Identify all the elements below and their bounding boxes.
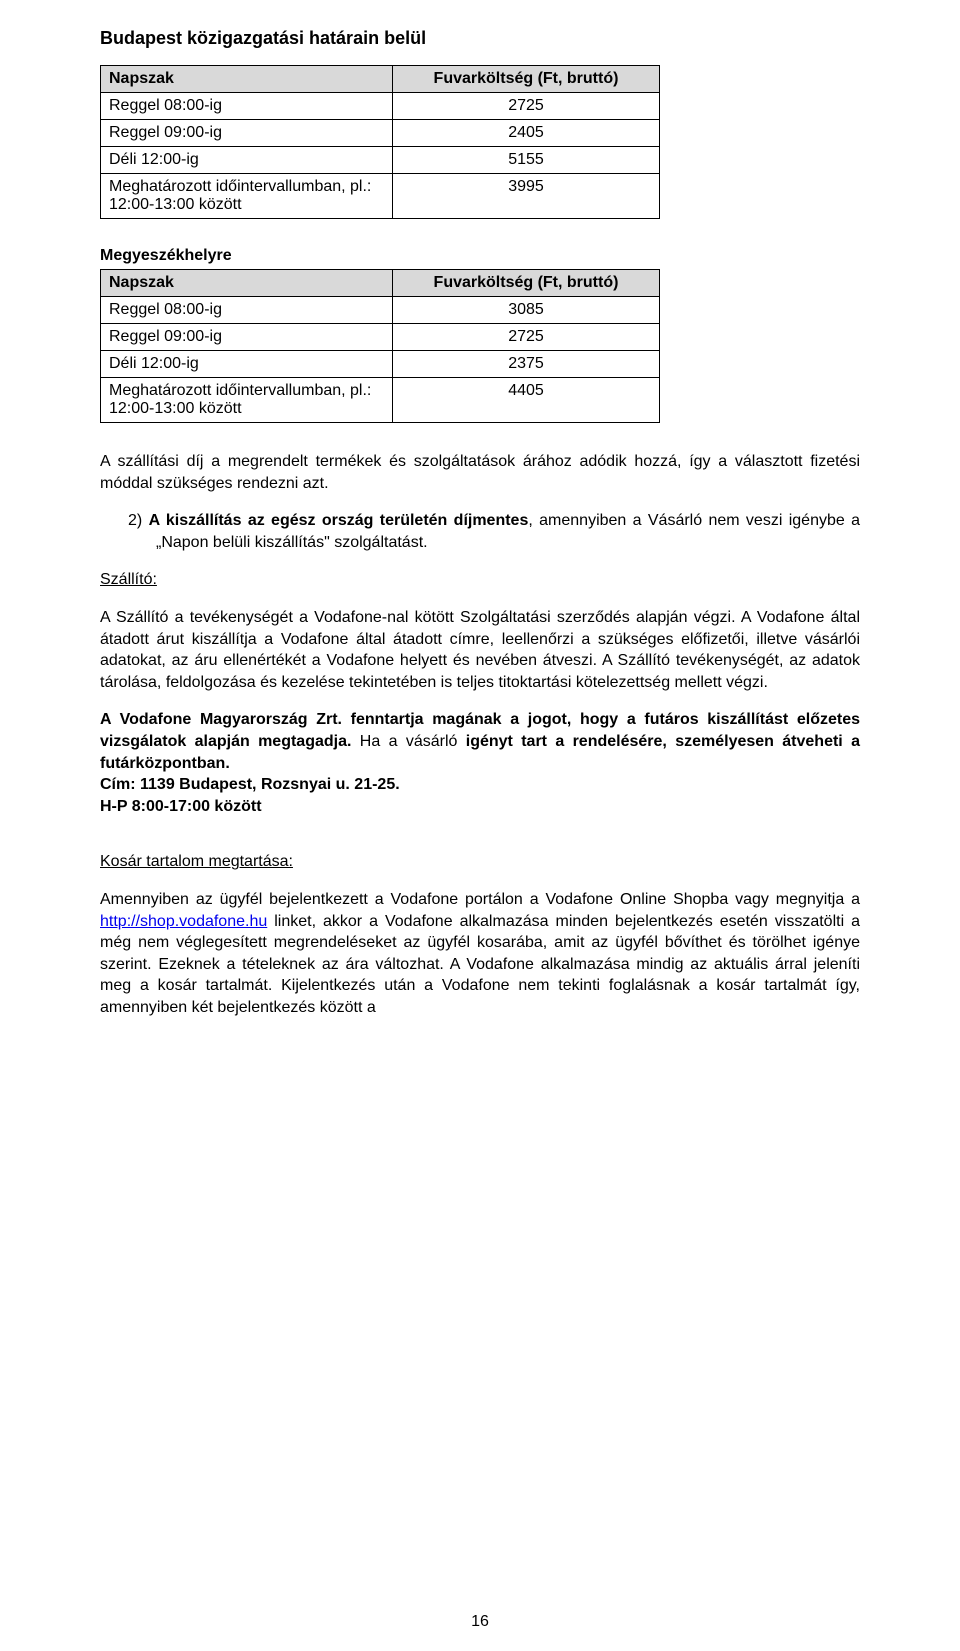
heading-szallito: Szállító: [100, 569, 860, 591]
para-szallito-cim: Cím: 1139 Budapest, Rozsnyai u. 21-25. [100, 774, 860, 796]
underline-text: Kosár tartalom megtartása: [100, 853, 293, 870]
table-row: Reggel 09:00-ig 2725 [101, 324, 660, 351]
cell-value: 2375 [393, 351, 660, 378]
table-row: Déli 12:00-ig 2375 [101, 351, 660, 378]
col-napszak: Napszak [101, 270, 393, 297]
cell-value: 2405 [393, 120, 660, 147]
page: Budapest közigazgatási határain belül Na… [0, 0, 960, 1651]
list-num: 2) [128, 512, 149, 529]
cell-value: 2725 [393, 324, 660, 351]
underline-text: Szállító: [100, 571, 157, 588]
cell-label: Déli 12:00-ig [101, 147, 393, 174]
col-napszak: Napszak [101, 66, 393, 93]
cell-value: 3995 [393, 174, 660, 219]
table-row: Reggel 09:00-ig 2405 [101, 120, 660, 147]
para-szallito-nyitva: H-P 8:00-17:00 között [100, 796, 860, 818]
cell-value: 3085 [393, 297, 660, 324]
cell-value: 4405 [393, 378, 660, 423]
table-row: Meghatározott időintervallumban, pl.: 12… [101, 174, 660, 219]
table-row: Reggel 08:00-ig 2725 [101, 93, 660, 120]
col-fuvarkoltseg: Fuvarköltség (Ft, bruttó) [393, 270, 660, 297]
table-row: Déli 12:00-ig 5155 [101, 147, 660, 174]
heading-kosar: Kosár tartalom megtartása: [100, 851, 860, 873]
plain-text: Amennyiben az ügyfél bejelentkezett a Vo… [100, 891, 860, 908]
bold-text: A kiszállítás az egész ország területén … [149, 512, 529, 529]
cell-label: Reggel 09:00-ig [101, 120, 393, 147]
shop-link[interactable]: http://shop.vodafone.hu [100, 913, 267, 930]
para-kosar: Amennyiben az ügyfél bejelentkezett a Vo… [100, 889, 860, 1019]
para-szallito-2: A Vodafone Magyarország Zrt. fenntartja … [100, 709, 860, 774]
cell-label: Reggel 09:00-ig [101, 324, 393, 351]
table-row: Reggel 08:00-ig 3085 [101, 297, 660, 324]
table-header-row: Napszak Fuvarköltség (Ft, bruttó) [101, 66, 660, 93]
table-row: Meghatározott időintervallumban, pl.: 12… [101, 378, 660, 423]
para-szallito-1: A Szállító a tevékenységét a Vodafone-na… [100, 607, 860, 693]
cell-label: Reggel 08:00-ig [101, 93, 393, 120]
cell-label: Déli 12:00-ig [101, 351, 393, 378]
col-fuvarkoltseg: Fuvarköltség (Ft, bruttó) [393, 66, 660, 93]
para-kiszallitas-dijmentes: 2) A kiszállítás az egész ország terület… [100, 510, 860, 553]
para-szallitasi-dij: A szállítási díj a megrendelt termékek é… [100, 451, 860, 494]
section2-title: Megyeszékhelyre [100, 247, 860, 265]
cell-value: 5155 [393, 147, 660, 174]
table-budapest: Napszak Fuvarköltség (Ft, bruttó) Reggel… [100, 65, 660, 219]
page-number: 16 [0, 1613, 960, 1631]
cell-label: Meghatározott időintervallumban, pl.: 12… [101, 378, 393, 423]
section1-title: Budapest közigazgatási határain belül [100, 28, 860, 49]
cell-value: 2725 [393, 93, 660, 120]
cell-label: Reggel 08:00-ig [101, 297, 393, 324]
cell-label: Meghatározott időintervallumban, pl.: 12… [101, 174, 393, 219]
plain-text: Ha a vásárló [360, 733, 458, 750]
table-megyeszekhely: Napszak Fuvarköltség (Ft, bruttó) Reggel… [100, 269, 660, 423]
table-header-row: Napszak Fuvarköltség (Ft, bruttó) [101, 270, 660, 297]
